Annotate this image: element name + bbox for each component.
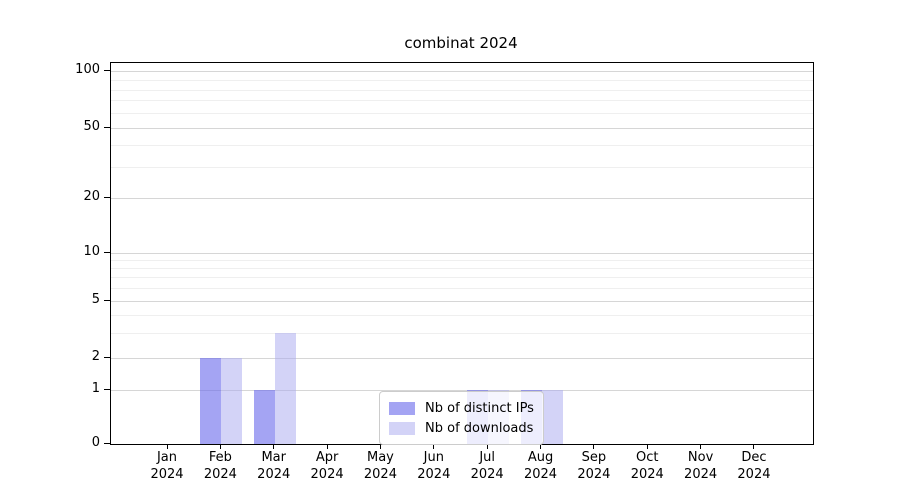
legend-label-nb-of-downloads: Nb of downloads bbox=[425, 420, 534, 436]
y-tick-label-1: 1 bbox=[91, 380, 100, 396]
gridline-minor-4 bbox=[111, 314, 813, 316]
x-tick-year: 2024 bbox=[630, 467, 664, 482]
x-tick-year: 2024 bbox=[523, 467, 558, 482]
bar-nb-of-distinct-ips-feb-2024 bbox=[200, 358, 222, 444]
y-tick-2 bbox=[104, 357, 110, 358]
x-tick-month: Aug bbox=[527, 450, 554, 465]
bar-nb-of-downloads-aug-2024 bbox=[541, 389, 563, 444]
x-tick-month: Oct bbox=[635, 450, 659, 465]
x-tick-month: Sep bbox=[581, 450, 607, 465]
gridline-minor-9 bbox=[111, 259, 813, 261]
x-tick-month: Jun bbox=[423, 450, 444, 465]
x-tick-nov-2024 bbox=[700, 444, 702, 449]
bar-nb-of-distinct-ips-mar-2024 bbox=[253, 389, 275, 444]
gridline-100 bbox=[111, 71, 813, 73]
gridline-1 bbox=[111, 389, 813, 391]
x-tick-year: 2024 bbox=[417, 467, 451, 482]
y-tick-label-2: 2 bbox=[91, 349, 100, 364]
plot-area: Nb of distinct IPs Nb of downloads bbox=[110, 62, 814, 445]
x-tick-jul-2024 bbox=[486, 444, 488, 449]
gridline-20 bbox=[111, 198, 813, 200]
y-tick-20 bbox=[104, 197, 110, 199]
y-tick-label-20: 20 bbox=[83, 189, 100, 205]
x-tick-month: Nov bbox=[687, 450, 714, 465]
x-tick-may-2024 bbox=[379, 444, 381, 449]
x-tick-month: Apr bbox=[315, 450, 339, 465]
x-tick-month: Jan bbox=[156, 450, 178, 465]
x-tick-oct-2024 bbox=[646, 444, 648, 449]
x-tick-sep-2024 bbox=[593, 444, 595, 449]
x-tick-label-mar-2024: Mar 2024 bbox=[239, 449, 309, 483]
legend-swatch-nb-of-distinct-ips bbox=[389, 401, 415, 415]
x-tick-year: 2024 bbox=[310, 467, 344, 482]
gridline-minor-6 bbox=[111, 288, 813, 290]
y-tick-label-5: 5 bbox=[91, 292, 100, 307]
gridline-5 bbox=[111, 301, 813, 302]
x-tick-month: Jul bbox=[479, 450, 495, 465]
x-tick-month: Feb bbox=[208, 450, 232, 465]
x-tick-label-nov-2024: Nov 2024 bbox=[666, 449, 736, 483]
gridline-minor-70 bbox=[111, 100, 813, 102]
y-tick-100 bbox=[104, 70, 110, 72]
legend-item-nb-of-downloads: Nb of downloads bbox=[389, 418, 534, 438]
legend-label-nb-of-distinct-ips: Nb of distinct IPs bbox=[425, 400, 534, 416]
x-tick-month: May bbox=[366, 450, 394, 465]
y-tick-label-50: 50 bbox=[83, 118, 100, 134]
y-tick-label-10: 10 bbox=[83, 243, 100, 259]
x-tick-label-sep-2024: Sep 2024 bbox=[559, 449, 629, 483]
gridline-minor-90 bbox=[111, 80, 813, 81]
legend: Nb of distinct IPs Nb of downloads bbox=[379, 391, 544, 445]
gridline-2 bbox=[111, 358, 813, 359]
y-tick-label-0: 0 bbox=[91, 435, 100, 450]
x-tick-label-may-2024: May 2024 bbox=[345, 449, 415, 483]
gridline-minor-8 bbox=[111, 268, 813, 270]
x-tick-label-jul-2024: Jul 2024 bbox=[452, 449, 522, 483]
bar-nb-of-downloads-feb-2024 bbox=[221, 358, 243, 444]
x-tick-label-jun-2024: Jun 2024 bbox=[399, 449, 469, 483]
x-tick-year: 2024 bbox=[257, 467, 291, 482]
chart-title: combinat 2024 bbox=[404, 34, 518, 52]
x-tick-label-dec-2024: Dec 2024 bbox=[719, 449, 789, 483]
y-tick-50 bbox=[104, 126, 110, 128]
x-tick-jun-2024 bbox=[433, 444, 435, 449]
x-tick-year: 2024 bbox=[150, 467, 184, 482]
x-tick-month: Mar bbox=[261, 450, 286, 465]
gridline-minor-30 bbox=[111, 167, 813, 169]
x-tick-jan-2024 bbox=[166, 444, 168, 449]
x-tick-aug-2024 bbox=[540, 444, 542, 449]
x-tick-dec-2024 bbox=[753, 444, 755, 449]
x-tick-feb-2024 bbox=[219, 444, 221, 449]
gridline-minor-60 bbox=[111, 112, 813, 114]
gridline-minor-3 bbox=[111, 332, 813, 334]
y-tick-5 bbox=[104, 300, 110, 301]
gridline-10 bbox=[111, 252, 813, 254]
y-tick-label-100: 100 bbox=[75, 62, 100, 78]
x-tick-year: 2024 bbox=[577, 467, 611, 482]
x-tick-year: 2024 bbox=[470, 467, 504, 482]
x-tick-mar-2024 bbox=[273, 444, 275, 449]
x-tick-label-aug-2024: Aug 2024 bbox=[506, 449, 576, 483]
gridline-minor-40 bbox=[111, 144, 813, 146]
x-tick-label-oct-2024: Oct 2024 bbox=[612, 449, 682, 483]
x-tick-year: 2024 bbox=[737, 467, 771, 482]
gridline-50 bbox=[111, 127, 813, 129]
x-tick-month: Dec bbox=[741, 450, 767, 465]
x-tick-apr-2024 bbox=[326, 444, 328, 449]
x-tick-label-apr-2024: Apr 2024 bbox=[292, 449, 362, 483]
y-tick-1 bbox=[104, 388, 110, 390]
y-tick-10 bbox=[104, 251, 110, 253]
y-tick-0 bbox=[104, 443, 110, 444]
x-tick-year: 2024 bbox=[684, 467, 718, 482]
legend-swatch-nb-of-downloads bbox=[389, 421, 415, 435]
x-tick-label-jan-2024: Jan 2024 bbox=[132, 449, 202, 483]
x-tick-label-feb-2024: Feb 2024 bbox=[185, 449, 255, 483]
x-tick-year: 2024 bbox=[203, 467, 237, 482]
gridline-minor-80 bbox=[111, 89, 813, 91]
legend-item-nb-of-distinct-ips: Nb of distinct IPs bbox=[389, 398, 534, 418]
bar-nb-of-downloads-mar-2024 bbox=[274, 332, 296, 444]
x-tick-year: 2024 bbox=[363, 467, 397, 482]
gridline-minor-7 bbox=[111, 277, 813, 279]
